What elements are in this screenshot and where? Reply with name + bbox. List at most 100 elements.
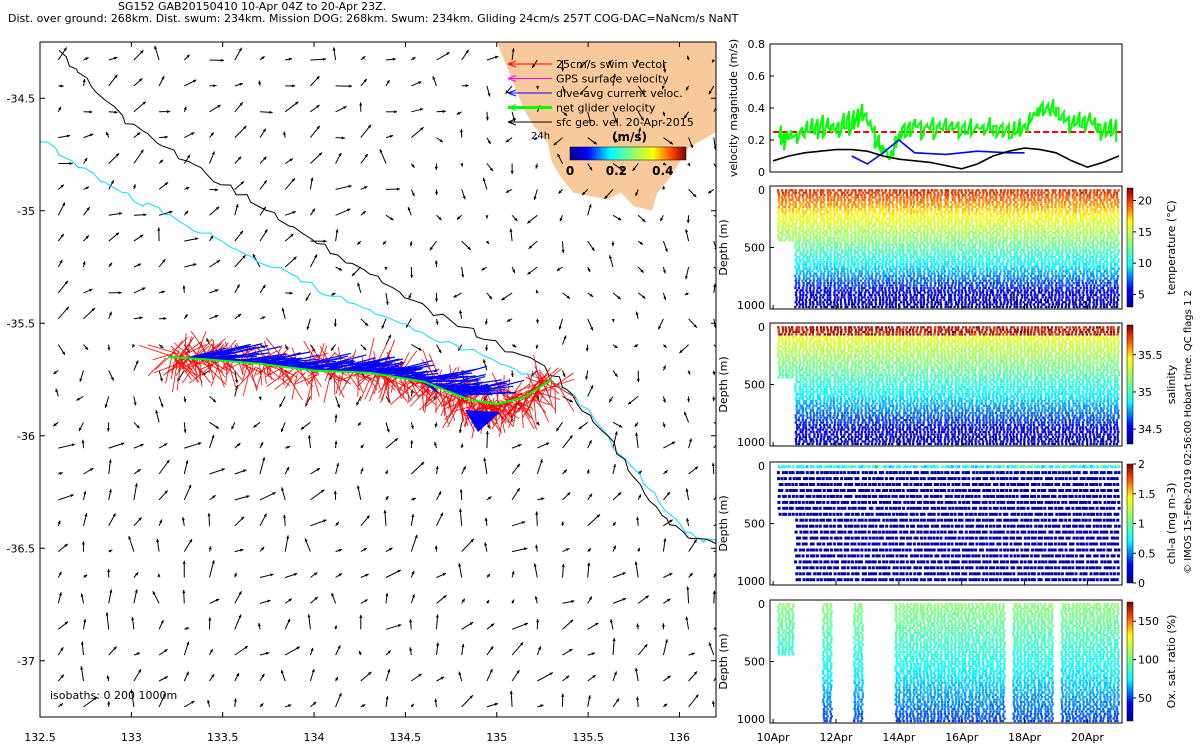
profile-sample xyxy=(958,277,961,280)
profile-sample xyxy=(906,241,909,244)
current-vector-head xyxy=(159,159,164,163)
profile-sample xyxy=(816,198,819,201)
profile-sample xyxy=(867,243,871,247)
profile-sample xyxy=(867,227,870,230)
profile-sample xyxy=(915,260,919,263)
profile-sample xyxy=(891,279,894,282)
profile-sample xyxy=(925,282,928,285)
profile-sample xyxy=(929,193,932,197)
profile-sample xyxy=(957,241,960,244)
velocity-y-tick-label: 0.4 xyxy=(748,102,766,115)
profile-sample xyxy=(882,196,885,199)
profile-sample xyxy=(977,263,980,266)
profile-sample xyxy=(960,289,963,292)
profile-sample xyxy=(809,243,813,247)
profile-sample xyxy=(874,243,877,247)
profile-sample xyxy=(875,239,878,242)
profile-sample xyxy=(940,246,943,249)
profile-sample xyxy=(850,191,853,194)
profile-sample xyxy=(850,222,853,225)
profile-sample xyxy=(881,303,884,306)
current-vector-head xyxy=(718,216,722,219)
profile-sample xyxy=(778,193,781,197)
profile-sample xyxy=(784,213,787,216)
profile-sample xyxy=(885,193,888,197)
current-vector-head xyxy=(322,57,327,61)
profile-sample xyxy=(895,213,898,216)
profile-sample xyxy=(795,267,798,270)
profile-sample xyxy=(943,246,946,249)
profile-sample xyxy=(902,253,905,256)
isobath-200m xyxy=(40,141,716,544)
profile-sample xyxy=(954,189,957,192)
profile-sample xyxy=(905,263,908,266)
profile-sample xyxy=(847,303,850,306)
profile-sample xyxy=(926,286,929,290)
profile-sample xyxy=(798,291,802,294)
profile-sample xyxy=(804,191,808,194)
map-x-tick-label: 134.5 xyxy=(390,731,422,744)
profile-sample xyxy=(960,205,963,209)
profile-sample xyxy=(879,208,882,211)
profile-sample xyxy=(961,260,964,263)
profile-sample xyxy=(922,277,926,280)
current-vector-head xyxy=(238,591,242,595)
profile-sample xyxy=(809,301,812,304)
profile-sample xyxy=(953,196,956,199)
current-vector-head xyxy=(364,322,369,326)
profile-sample xyxy=(894,267,898,270)
current-vector-head xyxy=(262,457,266,461)
profile-sample xyxy=(853,201,856,204)
profile-sample xyxy=(868,267,871,270)
profile-sample xyxy=(946,263,949,266)
profile-sample xyxy=(881,217,884,221)
profile-sample xyxy=(830,279,833,282)
current-vector-head xyxy=(406,324,409,328)
profile-sample xyxy=(936,293,939,297)
profile-sample xyxy=(822,232,825,235)
profile-sample xyxy=(947,217,951,221)
profile-sample xyxy=(826,191,829,194)
profile-sample xyxy=(871,279,874,282)
current-vector-head xyxy=(64,621,69,625)
profile-sample xyxy=(962,305,965,309)
profile-sample xyxy=(839,196,842,199)
profile-sample xyxy=(861,232,865,235)
profile-sample xyxy=(784,191,787,194)
profile-sample xyxy=(827,196,830,199)
current-vector-head xyxy=(118,212,123,216)
profile-sample xyxy=(941,282,944,285)
profile-sample xyxy=(923,193,926,197)
profile-sample xyxy=(816,224,819,228)
profile-sample xyxy=(895,277,898,280)
profile-sample xyxy=(867,251,871,254)
profile-sample xyxy=(964,241,967,244)
profile-sample xyxy=(847,220,850,223)
profile-sample xyxy=(796,215,799,218)
profile-sample xyxy=(791,196,794,199)
profile-sample xyxy=(857,208,861,211)
profile-sample xyxy=(964,208,967,211)
profile-sample xyxy=(888,191,891,194)
profile-sample xyxy=(847,208,850,211)
profile-sample xyxy=(815,258,818,261)
profile-sample xyxy=(946,246,949,249)
profile-sample xyxy=(815,234,819,237)
profile-sample xyxy=(978,289,981,292)
current-vector-head xyxy=(280,669,284,674)
profile-sample xyxy=(861,246,864,249)
profile-sample xyxy=(926,243,930,247)
profile-sample xyxy=(829,301,832,304)
profile-sample xyxy=(777,224,780,228)
profile-sample xyxy=(863,255,867,259)
current-vector-head xyxy=(107,568,111,573)
profile-sample xyxy=(823,267,826,270)
profile-sample xyxy=(926,241,929,244)
profile-sample xyxy=(787,222,790,225)
profile-sample xyxy=(834,248,837,251)
profile-sample xyxy=(861,217,864,221)
profile-sample xyxy=(870,258,874,261)
profile-sample xyxy=(843,203,846,206)
profile-sample xyxy=(915,243,919,247)
current-vector-head xyxy=(195,237,199,241)
